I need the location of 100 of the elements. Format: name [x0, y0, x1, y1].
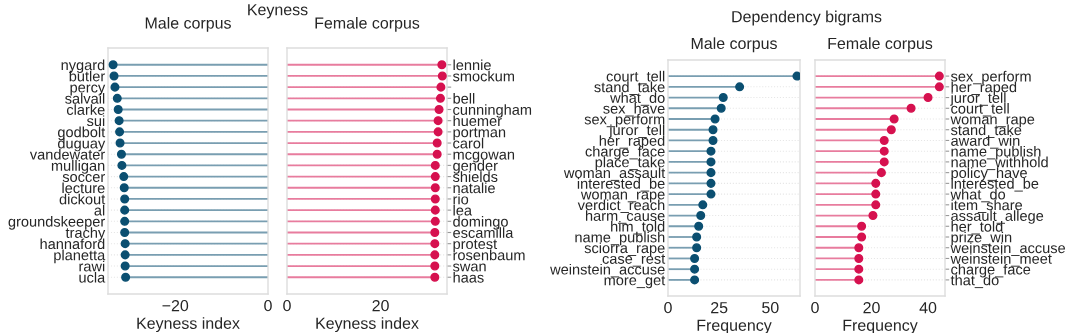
y-tick-label: smockum [452, 70, 514, 82]
point [706, 189, 716, 199]
point [690, 275, 700, 285]
point [113, 104, 123, 115]
point [708, 135, 718, 145]
point [857, 232, 867, 242]
point [112, 93, 122, 103]
point [706, 178, 716, 188]
point [121, 272, 131, 282]
point [114, 116, 124, 126]
point [432, 138, 442, 148]
point [432, 149, 442, 159]
point [706, 168, 716, 178]
point [718, 93, 728, 103]
y-tick-label: mulligan [51, 160, 105, 174]
y-tick-label: al [94, 204, 105, 216]
point [117, 160, 127, 170]
x-tick-label: 20 [372, 299, 389, 312]
point [923, 93, 933, 103]
point [879, 157, 889, 167]
point [433, 116, 443, 126]
x-tick-label: 50 [762, 301, 779, 314]
x-axis-title: Keyness index [316, 317, 419, 333]
point [120, 261, 130, 271]
point [696, 211, 706, 221]
point [120, 205, 130, 215]
y-tick-label: more_get [604, 275, 666, 289]
point [437, 71, 447, 81]
point [792, 71, 800, 81]
point [868, 211, 878, 221]
point [698, 200, 708, 210]
x-tick-label: 0 [283, 299, 291, 312]
y-tick-label: sui [86, 115, 105, 127]
y-tick-label: clarke [66, 104, 105, 115]
x-tick-label: 0 [664, 301, 672, 314]
point [434, 104, 444, 115]
point [854, 264, 864, 274]
chart-title: Female corpus [315, 16, 420, 32]
y-tick-label: lea [453, 204, 473, 216]
point [120, 250, 130, 260]
x-axis-title: Keyness index [137, 317, 240, 333]
point [430, 227, 440, 238]
point [108, 60, 118, 70]
point [886, 125, 896, 135]
x-tick-label: 0 [811, 301, 819, 314]
point [115, 138, 125, 148]
x-tick-label: −20 [162, 299, 189, 312]
point [430, 261, 440, 271]
chart-title: Male corpus [145, 16, 231, 32]
point [876, 168, 886, 178]
y-tick-label: ucla [79, 271, 106, 283]
point [109, 71, 119, 81]
y-tick-label: haas [453, 271, 484, 283]
y-tick-label: soccer [62, 174, 105, 183]
chart-title: Male corpus [691, 37, 777, 53]
y-tick-label: lecture [62, 182, 105, 194]
point [430, 205, 440, 215]
y-tick-label: swan [452, 263, 486, 272]
chart-title: Female corpus [828, 37, 933, 53]
point [706, 157, 716, 167]
point [854, 253, 864, 263]
point [871, 178, 881, 188]
point [879, 135, 889, 145]
point [430, 160, 440, 170]
point [690, 253, 700, 263]
y-tick-label: lennie [453, 59, 491, 71]
point [857, 221, 867, 231]
point [433, 127, 443, 137]
point [430, 183, 440, 193]
point [854, 243, 864, 253]
point [692, 243, 702, 253]
point [430, 239, 440, 249]
point [871, 189, 881, 199]
point [879, 146, 889, 156]
point [735, 82, 745, 92]
point [116, 149, 126, 159]
point [115, 127, 125, 137]
point [694, 221, 704, 231]
point [430, 194, 440, 204]
point [119, 183, 129, 193]
point [690, 264, 700, 274]
point [708, 125, 718, 135]
y-tick-label: rio [453, 193, 469, 205]
text: Dependency bigrams [732, 10, 882, 26]
point [120, 194, 130, 204]
point [934, 71, 944, 81]
point [437, 60, 447, 70]
point [889, 114, 899, 124]
point [436, 82, 446, 92]
point [435, 93, 445, 103]
text: Keyness [248, 4, 308, 19]
point [710, 114, 720, 124]
x-tick-label: 25 [711, 301, 728, 314]
point [110, 82, 120, 92]
point [120, 216, 130, 226]
x-tick-label: 40 [919, 301, 937, 314]
point [706, 146, 716, 156]
point [692, 232, 702, 242]
x-tick-label: 20 [863, 301, 880, 314]
x-tick-label: 0 [264, 299, 272, 312]
